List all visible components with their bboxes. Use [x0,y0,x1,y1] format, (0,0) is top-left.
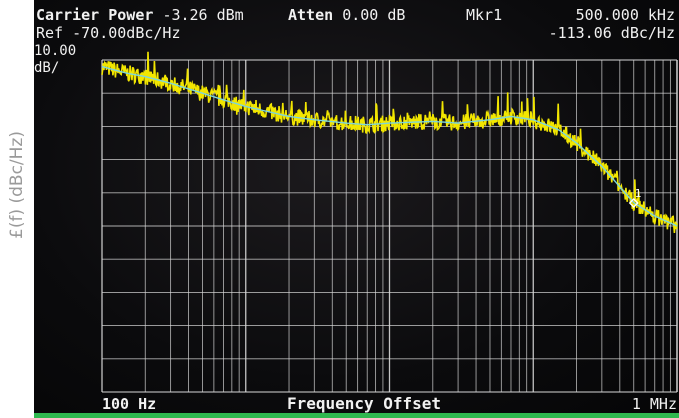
phase-noise-plot: 1 100 Hz Frequency Offset 1 MHz [101,51,678,413]
atten-label: Atten [288,6,334,24]
x-stop-label: 1 MHz [632,395,677,413]
scale-unit: dB/ [34,60,60,76]
smoothed-noise-trace [101,65,678,227]
marker-1: 1 [628,187,642,208]
carrier-power-readout: Carrier Power -3.26 dBm [36,6,244,24]
marker-diamond-icon [628,197,639,208]
outer-y-axis-label: £(f) (dBc/Hz) [7,131,27,239]
x-axis-title: Frequency Offset [287,394,441,413]
carrier-power-label: Carrier Power [36,6,154,24]
marker-amplitude: -113.06 dBc/Hz [548,24,675,42]
marker-frequency: 500.000 kHz [575,6,675,24]
analyzer-screen: Carrier Power -3.26 dBm Atten 0.00 dB Mk… [34,0,679,418]
x-start-label: 100 Hz [102,395,156,413]
atten-readout: Atten 0.00 dB [288,6,405,24]
marker-label: Mkr1 [466,6,503,24]
bottom-bezel-strip [34,413,679,418]
atten-value: 0.00 dB [342,6,406,24]
scale-value: 10.00 [34,43,77,59]
reference-level: Ref -70.00dBc/Hz [36,24,181,42]
plot-grid [101,59,678,393]
measured-noise-trace [101,51,678,233]
marker-number: 1 [635,187,642,200]
outer-y-axis-label-area: £(f) (dBc/Hz) [0,0,34,418]
carrier-power-value: -3.26 dBm [162,6,244,24]
